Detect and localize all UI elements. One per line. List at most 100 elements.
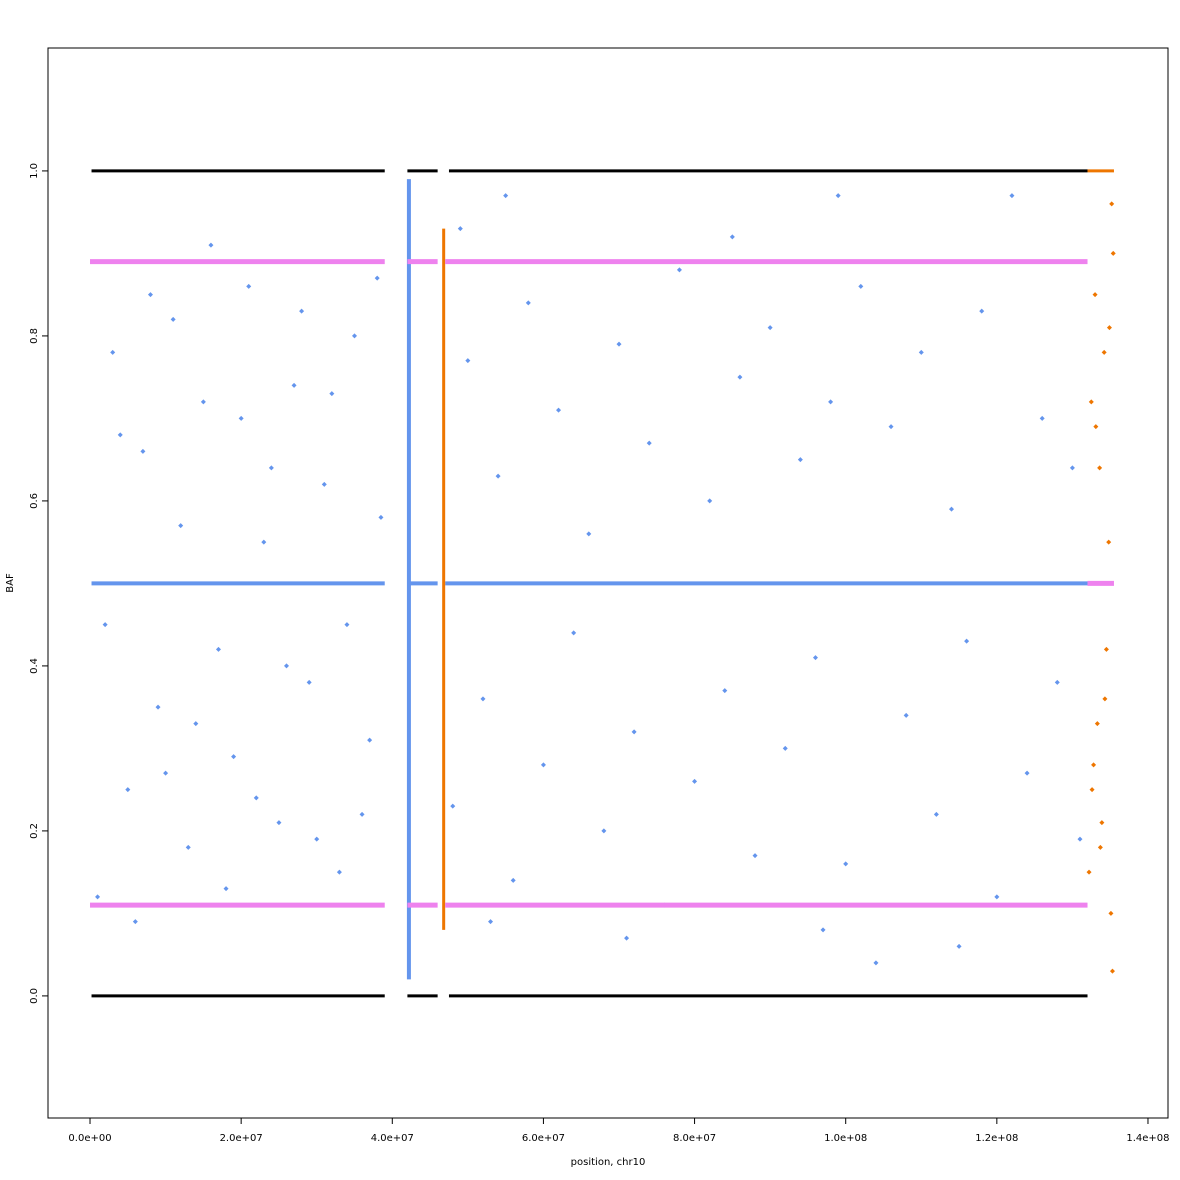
point (646, 440, 652, 446)
point (231, 754, 237, 760)
point (676, 267, 682, 273)
point (858, 283, 864, 289)
point (193, 721, 199, 727)
point (155, 704, 161, 710)
point (314, 836, 320, 842)
point (200, 399, 206, 405)
point (291, 382, 297, 388)
point (1097, 465, 1103, 471)
point (616, 341, 622, 347)
point (110, 349, 116, 355)
point (624, 935, 630, 941)
point (767, 325, 773, 331)
point (163, 770, 169, 776)
y-axis-label: BAF (5, 573, 16, 593)
point (722, 688, 728, 694)
point (223, 886, 229, 892)
point (147, 292, 153, 298)
point (1101, 349, 1107, 355)
point (1039, 415, 1045, 421)
x-tick-label: 1.2e+08 (975, 1133, 1018, 1144)
point (540, 762, 546, 768)
x-tick-label: 8.0e+07 (673, 1133, 716, 1144)
point (737, 374, 743, 380)
point (268, 465, 274, 471)
point (102, 622, 108, 628)
point (299, 308, 305, 314)
point (378, 514, 384, 520)
x-tick-label: 1.4e+08 (1126, 1133, 1169, 1144)
point (948, 506, 954, 512)
point (586, 531, 592, 537)
point (1106, 539, 1112, 545)
point (1077, 836, 1083, 842)
point (1110, 250, 1116, 256)
x-tick-label: 6.0e+07 (522, 1133, 565, 1144)
point (480, 696, 486, 702)
y-tick-label: 0.8 (29, 328, 40, 344)
point (336, 869, 342, 875)
x-tick-label: 2.0e+07 (220, 1133, 263, 1144)
y-tick-label: 0.0 (29, 988, 40, 1004)
point (238, 415, 244, 421)
point (1103, 646, 1109, 652)
point (1069, 465, 1075, 471)
point (752, 853, 758, 859)
point (1091, 762, 1097, 768)
point (812, 655, 818, 661)
point (1088, 399, 1094, 405)
point (359, 811, 365, 817)
point (994, 894, 1000, 900)
point (1102, 696, 1108, 702)
point (835, 193, 841, 199)
point (450, 803, 456, 809)
point (729, 234, 735, 240)
point (1009, 193, 1015, 199)
point (918, 349, 924, 355)
point (503, 193, 509, 199)
y-tick-label: 0.2 (29, 823, 40, 839)
point (933, 811, 939, 817)
point (352, 333, 358, 339)
point (1097, 844, 1103, 850)
point (117, 432, 123, 438)
plot-frame (47, 47, 1169, 1119)
point (510, 877, 516, 883)
point (178, 523, 184, 529)
point (283, 663, 289, 669)
point (956, 943, 962, 949)
point (1093, 424, 1099, 430)
point (261, 539, 267, 545)
point (276, 820, 282, 826)
point (208, 242, 214, 248)
point (1092, 292, 1098, 298)
point (246, 283, 252, 289)
point (828, 399, 834, 405)
point (1024, 770, 1030, 776)
point (140, 448, 146, 454)
y-tick-label: 0.4 (29, 658, 40, 674)
point (525, 300, 531, 306)
point (556, 407, 562, 413)
point (132, 919, 138, 925)
point (888, 424, 894, 430)
point (1054, 679, 1060, 685)
point (1106, 325, 1112, 331)
point (170, 316, 176, 322)
point (488, 919, 494, 925)
point (457, 226, 463, 232)
point (692, 778, 698, 784)
point (873, 960, 879, 966)
y-tick-label: 1.0 (29, 163, 40, 179)
point (465, 358, 471, 364)
point (707, 498, 713, 504)
x-tick-label: 4.0e+07 (371, 1133, 414, 1144)
point (903, 712, 909, 718)
point (601, 828, 607, 834)
point (964, 638, 970, 644)
point (1099, 820, 1105, 826)
point (367, 737, 373, 743)
point (344, 622, 350, 628)
